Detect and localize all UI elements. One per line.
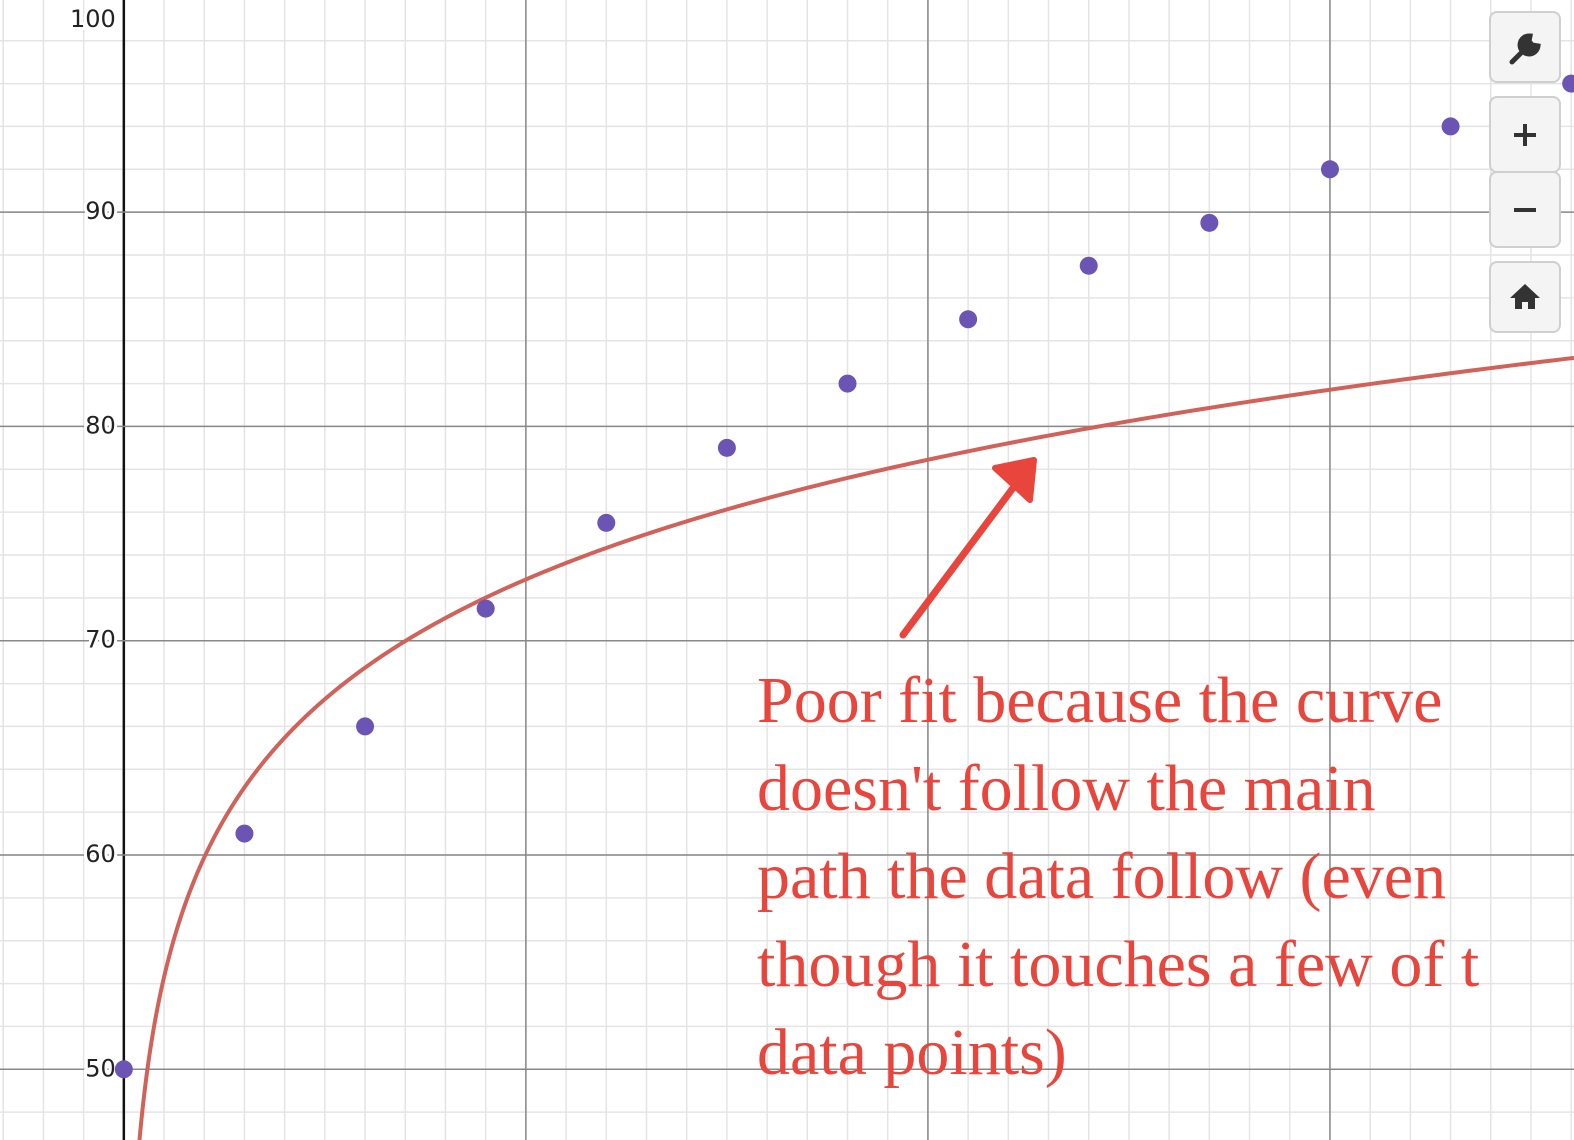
settings-button[interactable] [1489, 11, 1561, 83]
zoom-in-button[interactable] [1489, 96, 1561, 173]
y-tick-label: 100 [70, 5, 116, 33]
home-button[interactable] [1489, 261, 1561, 333]
data-point [1320, 160, 1339, 179]
toolbar [1489, 11, 1561, 333]
annotation: Poor fit because the curve doesn't follow… [757, 457, 1479, 1089]
data-point [597, 513, 616, 532]
data-point [1562, 74, 1574, 93]
plot [114, 74, 1574, 1140]
y-tick-label: 80 [85, 411, 116, 439]
annotation-text: though it touches a few of t [757, 928, 1479, 1001]
y-tick-label: 60 [85, 840, 116, 868]
annotation-text: doesn't follow the main [757, 752, 1376, 825]
annotation-text: data points) [757, 1016, 1067, 1089]
data-point [476, 599, 495, 618]
data-point [114, 1060, 133, 1079]
annotation-text: path the data follow (even [757, 840, 1446, 913]
arrow-head [992, 457, 1037, 503]
fit-curve [137, 355, 1574, 1140]
zoom-out-button[interactable] [1489, 171, 1561, 248]
y-tick-label: 70 [85, 626, 116, 654]
data-point [838, 374, 857, 393]
y-tick-label: 90 [85, 197, 116, 225]
data-point [1441, 117, 1460, 136]
data-point [959, 310, 978, 329]
y-tick-label: 50 [85, 1054, 116, 1082]
data-point [356, 717, 375, 736]
data-point [717, 438, 736, 457]
data-point [1079, 256, 1098, 275]
data-point [1200, 213, 1219, 232]
arrow-shaft [899, 472, 1026, 639]
annotation-text: Poor fit because the curve [757, 664, 1442, 737]
data-point [235, 824, 254, 843]
